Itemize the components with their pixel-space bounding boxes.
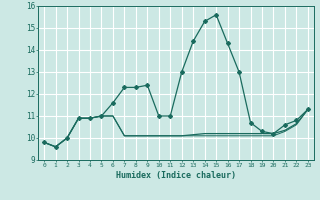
X-axis label: Humidex (Indice chaleur): Humidex (Indice chaleur): [116, 171, 236, 180]
